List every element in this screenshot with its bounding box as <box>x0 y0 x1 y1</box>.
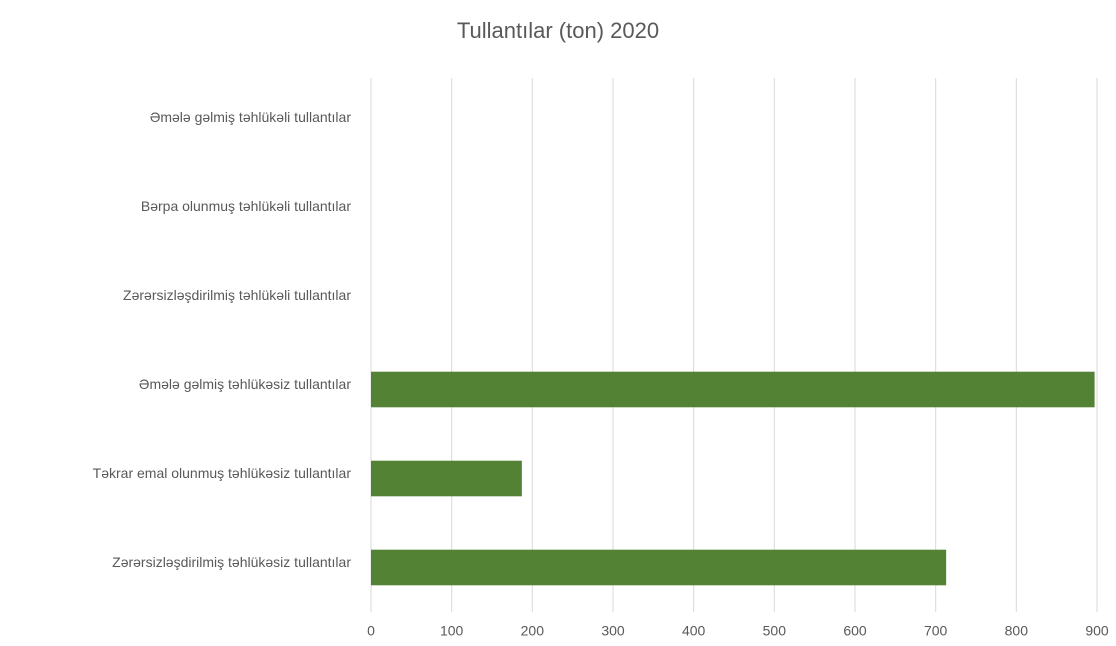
x-tick-label: 500 <box>763 623 787 639</box>
x-tick-label: 300 <box>601 623 625 639</box>
x-tick-label: 400 <box>682 623 706 639</box>
x-tick-label: 900 <box>1085 623 1109 639</box>
y-tick-label: Əmələ gəlmiş təhlükəli tullantılar <box>150 109 352 125</box>
y-tick-label: Zərərsizləşdirilmiş təhlükəsiz tullantıl… <box>112 554 351 570</box>
x-tick-label: 600 <box>843 623 867 639</box>
bar <box>371 371 1095 408</box>
bar <box>371 549 947 586</box>
x-tick-label: 0 <box>367 623 375 639</box>
chart-title: Tullantılar (ton) 2020 <box>457 18 659 43</box>
x-tick-label: 200 <box>521 623 545 639</box>
bar <box>371 460 522 497</box>
y-tick-label: Zərərsizləşdirilmiş təhlükəli tullantıla… <box>123 287 351 303</box>
y-tick-label: Əmələ gəlmiş təhlükəsiz tullantılar <box>139 376 351 392</box>
y-tick-label: Təkrar emal olunmuş təhlükəsiz tullantıl… <box>93 465 352 481</box>
x-tick-label: 700 <box>924 623 948 639</box>
y-tick-label: Bərpa olunmuş təhlükəli tullantılar <box>141 198 351 214</box>
x-tick-label: 800 <box>1005 623 1029 639</box>
x-tick-label: 100 <box>440 623 464 639</box>
